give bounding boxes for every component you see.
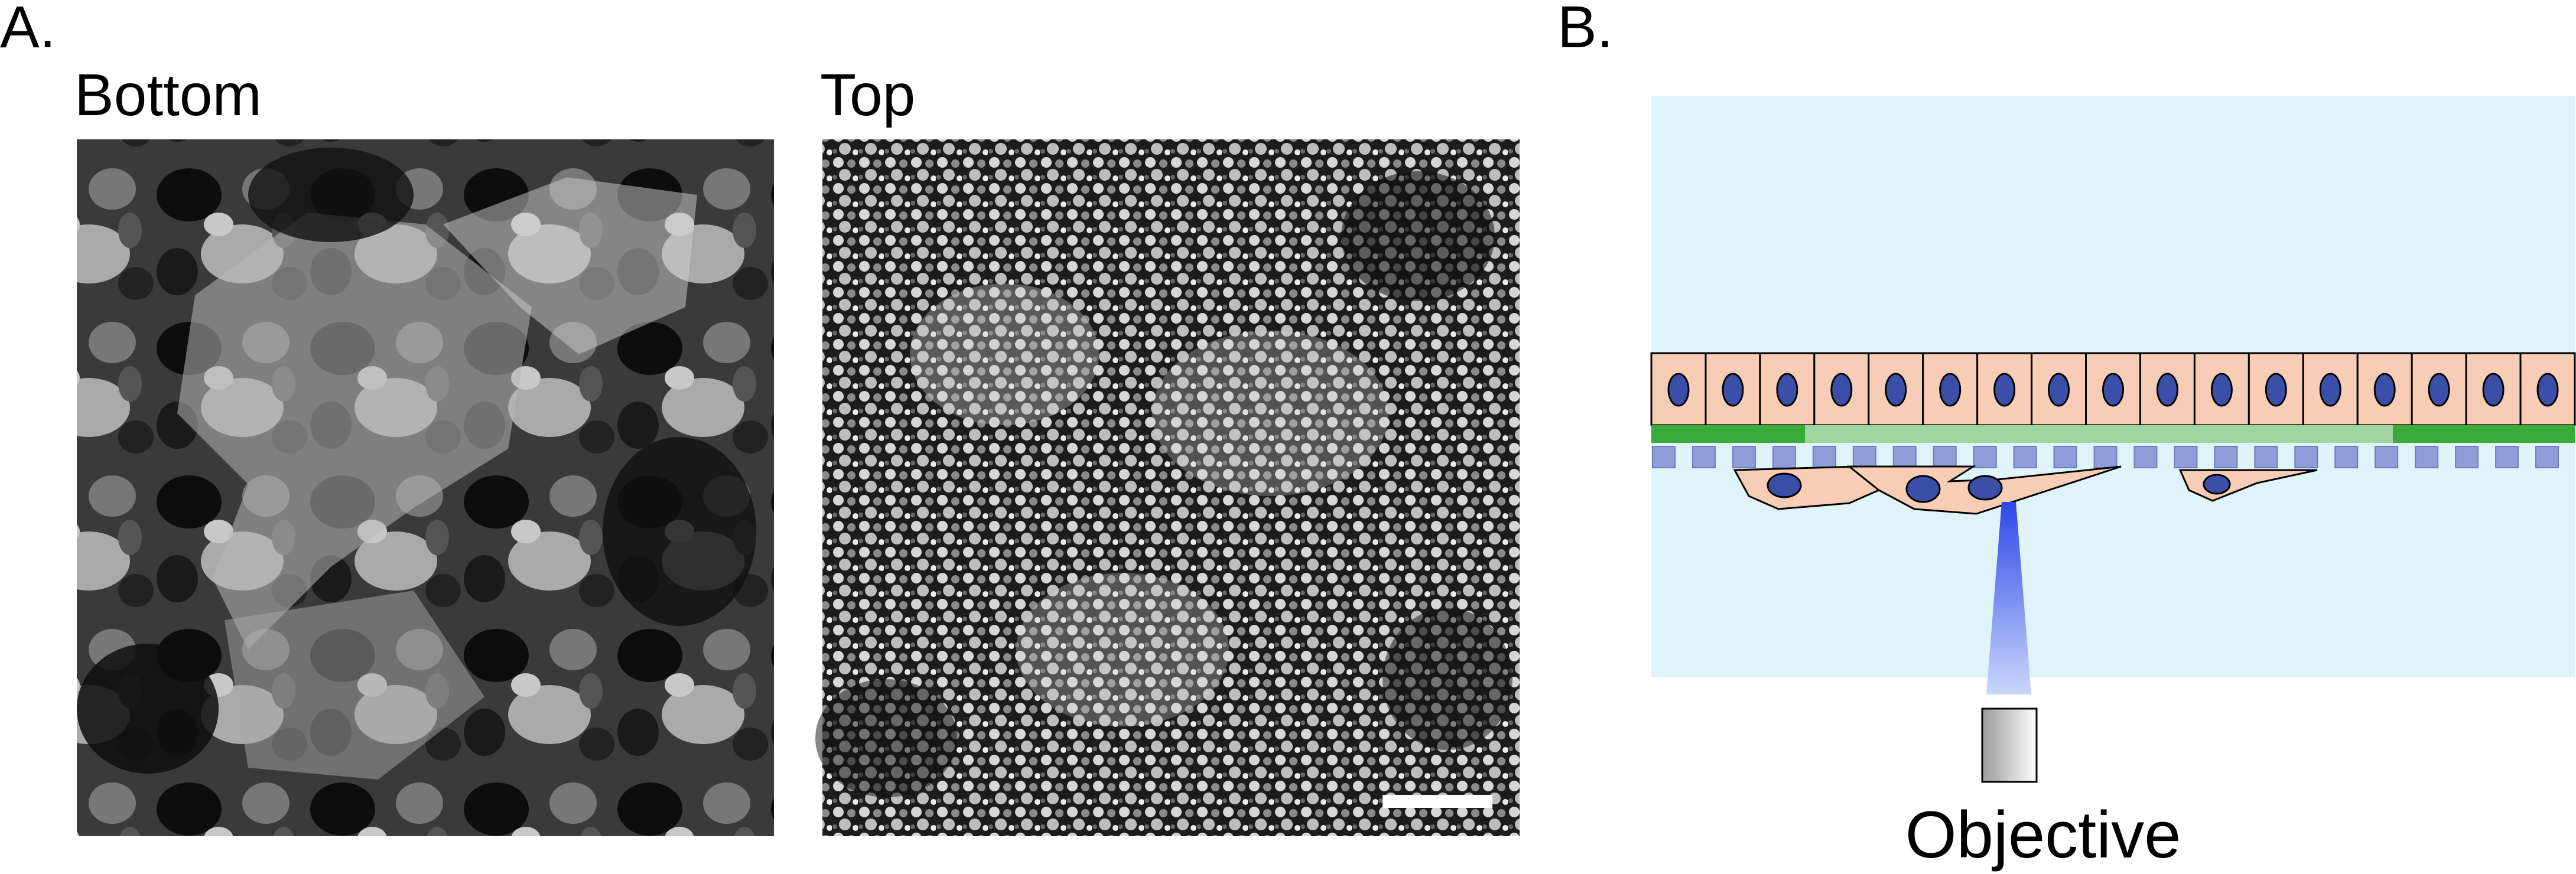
pore: [2254, 446, 2278, 468]
pore: [2174, 446, 2198, 468]
nucleus: [1776, 373, 1798, 407]
pore: [2294, 446, 2318, 468]
nucleus: [1767, 472, 1802, 498]
migrated-cells: [1733, 465, 2318, 515]
bottom-micrograph: [77, 139, 774, 836]
pore: [2013, 446, 2037, 468]
pore: [1973, 446, 1997, 468]
pore: [1732, 446, 1756, 468]
nucleus: [2265, 373, 2287, 407]
pore: [2415, 446, 2439, 468]
nucleus: [2536, 373, 2559, 407]
nucleus: [2373, 373, 2396, 407]
nucleus: [1830, 373, 1853, 407]
nucleus: [1993, 373, 2016, 407]
panel-a-letter: A.: [0, 0, 56, 60]
nucleus: [2482, 373, 2505, 407]
nucleus: [2319, 373, 2341, 407]
pore: [2053, 446, 2077, 468]
pore: [1812, 446, 1836, 468]
nucleus: [2048, 373, 2070, 407]
pore: [2133, 446, 2158, 468]
pore: [1933, 446, 1957, 468]
pore: [2495, 446, 2519, 468]
nucleus: [1967, 475, 2003, 501]
pore: [2093, 446, 2118, 468]
nucleus: [2102, 373, 2124, 407]
panel-b-letter: B.: [1557, 0, 1613, 60]
pore: [2375, 446, 2399, 468]
pore: [2455, 446, 2479, 468]
excitation-beam: [1986, 502, 2031, 694]
pore: [1852, 446, 1876, 468]
scale-bar: [1383, 795, 1492, 808]
nucleus: [1885, 373, 1907, 407]
nucleus: [2203, 474, 2231, 495]
nucleus: [2428, 373, 2450, 407]
nucleus: [2210, 373, 2233, 407]
objective-lens: [1981, 707, 2038, 783]
pore: [2214, 446, 2238, 468]
top-micrograph: [815, 139, 1520, 836]
monolayer-cell: [2302, 352, 2359, 426]
cell-monolayer: [1650, 352, 2576, 426]
nucleus: [2156, 373, 2178, 407]
nucleus: [1905, 475, 1941, 503]
membrane-pores: [1652, 446, 2559, 468]
pore: [1692, 446, 1716, 468]
pore: [2535, 446, 2559, 468]
objective-label: Objective: [1905, 798, 2181, 872]
pore: [2334, 446, 2359, 468]
nucleus: [1667, 373, 1690, 407]
membrane: [1651, 425, 2575, 443]
bottom-title: Bottom: [74, 62, 262, 128]
nucleus: [1722, 373, 1744, 407]
top-title: Top: [820, 62, 915, 128]
pore: [1772, 446, 1796, 468]
nucleus: [1939, 373, 1962, 407]
pore: [1892, 446, 1917, 468]
pore: [1652, 446, 1676, 468]
